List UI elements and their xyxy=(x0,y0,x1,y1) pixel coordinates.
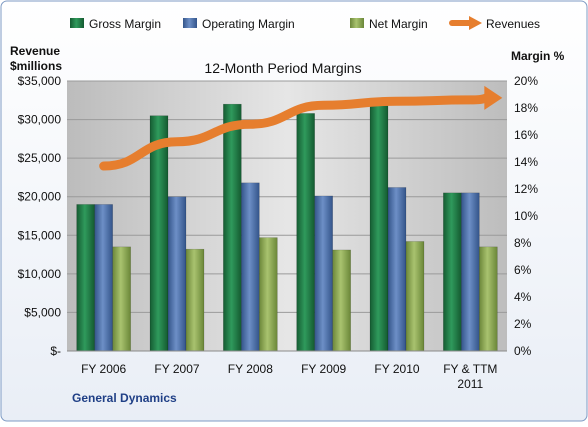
bar-operating-margin xyxy=(94,204,113,352)
bar-net-margin xyxy=(332,249,351,352)
y-right-tick-label: 2% xyxy=(514,317,532,331)
y-right-tick-label: 10% xyxy=(514,209,538,223)
revenue-arrowhead xyxy=(484,85,503,110)
y-right-tick-label: 12% xyxy=(514,182,538,196)
y-right-tick-label: 6% xyxy=(514,263,532,277)
bar-operating-margin xyxy=(241,182,260,352)
x-category-label: FY 2010 xyxy=(374,362,419,376)
y-right-tick-label: 4% xyxy=(514,290,532,304)
legend-swatch-revenues-arrowhead xyxy=(469,16,482,30)
y-right-label: Margin % xyxy=(511,49,565,63)
revenue-line-group xyxy=(99,85,503,171)
y-right-tick-label: 16% xyxy=(514,128,538,142)
company-name: General Dynamics xyxy=(72,391,177,405)
y-left-tick-label: $35,000 xyxy=(18,74,62,88)
bar-operating-margin xyxy=(461,192,480,352)
right-axis-ticks: 0% 2% 4% 6% 8% 10% 12% 14% 16% 18% 20% xyxy=(514,74,538,358)
bar-net-margin xyxy=(112,246,131,352)
y-left-tick-label: $20,000 xyxy=(18,190,62,204)
legend-swatch-operating-margin xyxy=(183,18,197,28)
plot-area xyxy=(67,81,507,351)
x-category-label: FY 2009 xyxy=(301,362,346,376)
y-left-label-line2: $millions xyxy=(10,59,62,73)
bar-net-margin xyxy=(405,241,425,352)
category-labels: FY 2006 FY 2007 FY 2008 FY 2009 FY 2010 FY & … xyxy=(81,362,497,391)
bar-operating-margin xyxy=(167,196,187,352)
y-left-label-line1: Revenue xyxy=(10,44,60,58)
legend-swatch-net-margin xyxy=(350,18,364,28)
y-right-tick-label: 14% xyxy=(514,155,538,169)
legend-label-gross-margin: Gross Margin xyxy=(89,17,161,31)
x-category-label: 2011 xyxy=(457,377,483,391)
x-category-label: FY & TTM xyxy=(443,362,497,376)
y-left-tick-label: $25,000 xyxy=(18,151,62,165)
bar-gross-margin xyxy=(369,105,389,352)
legend-label-operating-margin: Operating Margin xyxy=(202,17,295,31)
x-category-label: FY 2006 xyxy=(81,362,126,376)
y-left-tick-label: $- xyxy=(50,344,61,358)
legend-swatch-gross-margin xyxy=(70,18,84,28)
y-right-tick-label: 0% xyxy=(514,344,532,358)
bar-gross-margin xyxy=(223,103,242,352)
legend: Gross Margin Operating Margin Net Margin… xyxy=(70,16,540,31)
bar-net-margin xyxy=(479,246,498,352)
bar-net-margin xyxy=(259,237,278,352)
bar-gross-margin xyxy=(296,113,315,352)
y-left-tick-label: $5,000 xyxy=(24,305,61,319)
bar-gross-margin xyxy=(443,192,462,352)
y-right-tick-label: 18% xyxy=(514,101,538,115)
left-axis-ticks: $- $5,000 $10,000 $15,000 $20,000 $25,000 $30,… xyxy=(18,74,62,358)
x-category-label: FY 2008 xyxy=(228,362,273,376)
bars-group xyxy=(76,103,498,352)
y-right-tick-label: 20% xyxy=(514,74,538,88)
y-left-tick-label: $30,000 xyxy=(18,113,62,127)
chart-title: 12-Month Period Margins xyxy=(204,60,361,76)
bar-operating-margin xyxy=(387,187,407,352)
revenue-line xyxy=(99,93,491,171)
legend-label-net-margin: Net Margin xyxy=(369,17,428,31)
x-category-label: FY 2007 xyxy=(154,362,199,376)
y-left-tick-label: $10,000 xyxy=(18,267,62,281)
bar-gross-margin xyxy=(76,204,95,352)
legend-label-revenues: Revenues xyxy=(486,17,540,31)
bar-net-margin xyxy=(185,248,205,352)
bar-operating-margin xyxy=(314,195,333,352)
y-left-tick-label: $15,000 xyxy=(18,228,62,242)
y-right-tick-label: 8% xyxy=(514,236,532,250)
